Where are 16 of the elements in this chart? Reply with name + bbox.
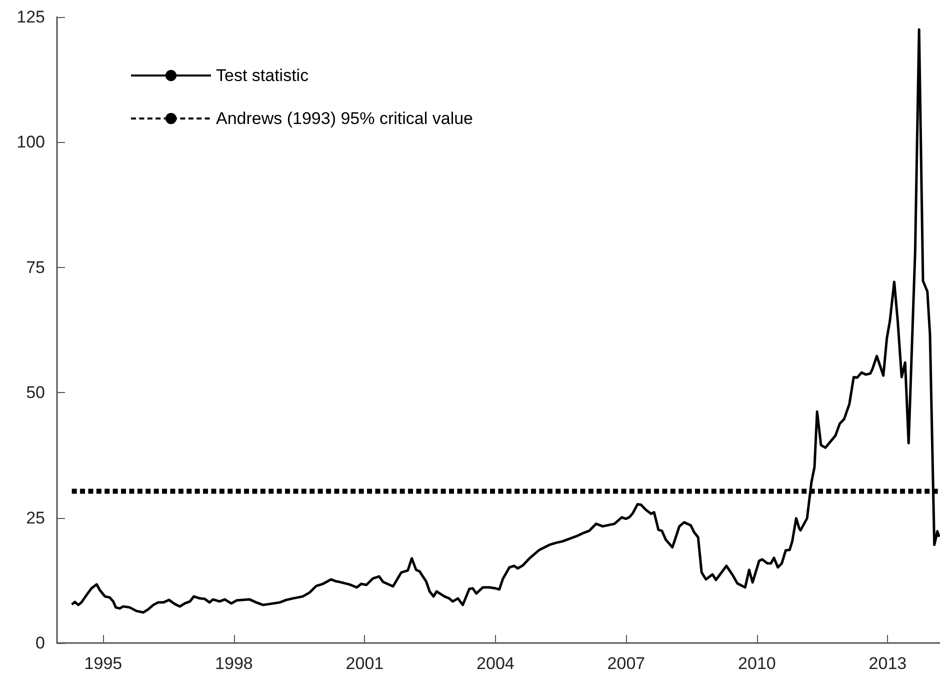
y-tick-label: 100: [16, 132, 45, 152]
x-tick-label: 1995: [84, 654, 122, 673]
x-tick-label: 2007: [607, 654, 646, 673]
y-tick-label: 25: [26, 508, 45, 528]
legend-label: Test statistic: [216, 66, 310, 85]
x-tick-label: 2010: [738, 654, 776, 673]
y-tick-label: 50: [26, 383, 45, 402]
legend-label: Andrews (1993) 95% critical value: [216, 109, 474, 128]
y-tick-label: 0: [36, 634, 45, 652]
y-tick-label: 75: [26, 258, 45, 277]
line-series: [70, 28, 940, 614]
x-tick-label: 2004: [476, 654, 514, 673]
x-tick-label: 2013: [868, 654, 907, 673]
y-tick-label: 125: [16, 8, 45, 26]
x-tick-label: 2001: [346, 654, 384, 673]
x-tick-label: 1998: [215, 654, 253, 673]
